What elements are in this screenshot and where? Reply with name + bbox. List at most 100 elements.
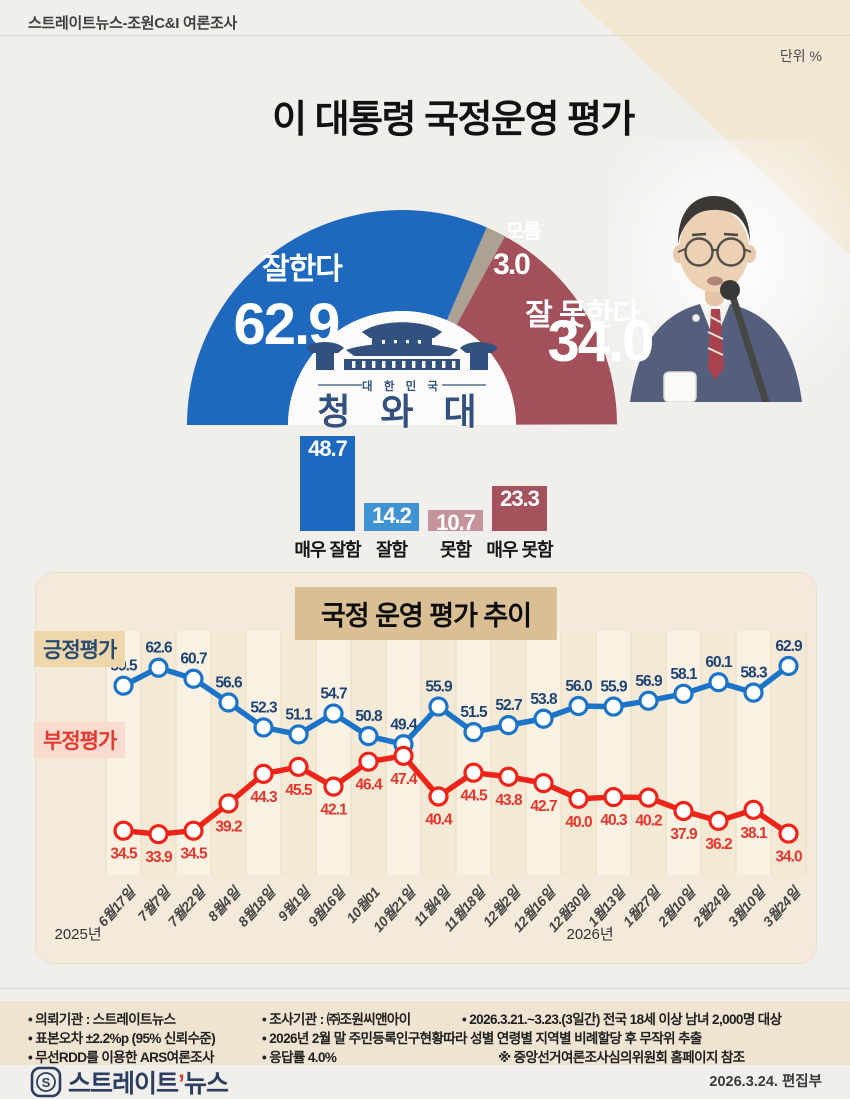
bar-category-label: 잘함 bbox=[375, 539, 408, 560]
bar: 10.7 bbox=[428, 510, 483, 536]
bar: 14.2 bbox=[364, 503, 419, 531]
slice-label: 모름 bbox=[506, 220, 541, 243]
grid-stripe bbox=[526, 631, 561, 875]
data-point bbox=[778, 823, 799, 844]
slice-value: 3.0 bbox=[493, 248, 530, 281]
data-point bbox=[498, 766, 519, 787]
data-point-label: 42.7 bbox=[530, 798, 557, 815]
grid-stripe bbox=[491, 631, 526, 875]
data-point bbox=[638, 787, 659, 808]
data-point-label: 44.5 bbox=[460, 788, 488, 805]
survey-note: • 조사기관 : ㈜조원씨앤아이 bbox=[262, 1012, 411, 1027]
survey-notes-band: • 의뢰기관 : 스트레이트뉴스 • 조사기관 : ㈜조원씨앤아이 • 2026.3… bbox=[0, 1001, 850, 1065]
data-point-label: 53.8 bbox=[530, 691, 558, 708]
bar-category-label: 매우 못함 bbox=[486, 539, 553, 560]
approval-bar-chart: 48.7 매우 잘함 14.2 잘함 10.7 못함 23.3 매우 못함 bbox=[294, 436, 554, 562]
header-divider bbox=[0, 35, 850, 36]
data-point-label: 56.0 bbox=[565, 678, 592, 695]
slice-label: 잘한다 bbox=[262, 253, 343, 286]
data-point bbox=[323, 703, 344, 724]
glasses bbox=[684, 237, 714, 267]
data-point bbox=[253, 717, 274, 738]
grid-stripe bbox=[736, 631, 771, 875]
grid-stripe bbox=[281, 631, 316, 875]
svg-text:S: S bbox=[42, 1075, 51, 1090]
data-point-label: 60.1 bbox=[705, 654, 733, 671]
straightnews-logo: S 스트레이트’뉴스 bbox=[30, 1064, 229, 1099]
data-point bbox=[148, 657, 169, 678]
data-point-label: 52.7 bbox=[495, 697, 522, 714]
bar-value: 10.7 bbox=[436, 510, 476, 536]
year-label: 2026년 bbox=[567, 926, 614, 943]
data-point-label: 56.9 bbox=[635, 673, 663, 690]
x-axis-label: 3월24일 bbox=[760, 882, 805, 929]
hair bbox=[678, 196, 750, 244]
data-point-label: 37.9 bbox=[670, 826, 698, 843]
data-point bbox=[673, 800, 694, 822]
data-point-label: 42.1 bbox=[320, 802, 348, 819]
x-axis-label: 2월10일 bbox=[654, 882, 700, 930]
trend-line-chart: 59.562.660.756.652.351.154.750.849.455.9… bbox=[55, 631, 807, 943]
data-point bbox=[288, 756, 309, 777]
data-point-label: 38.1 bbox=[740, 825, 768, 842]
data-point bbox=[218, 793, 239, 814]
slice-label: 잘 못한다 bbox=[525, 299, 640, 332]
data-point-label: 51.5 bbox=[460, 704, 488, 721]
data-point bbox=[463, 722, 484, 743]
cheongwadae-logo: 대 한 민 국청 와 대 bbox=[306, 322, 498, 432]
grid-stripe bbox=[596, 631, 631, 875]
survey-note: • 응답률 4.0% bbox=[262, 1050, 337, 1065]
donut-slice bbox=[187, 210, 487, 425]
data-point bbox=[113, 820, 134, 841]
page-title: 이 대통령 국정운영 평가 bbox=[272, 99, 635, 141]
data-point-label: 51.1 bbox=[285, 706, 313, 723]
logo-country-label: 대 한 민 국 bbox=[362, 379, 442, 393]
data-point bbox=[288, 724, 309, 745]
footer-divider bbox=[0, 988, 850, 989]
data-point bbox=[498, 715, 519, 736]
survey-note: • 표본오차 ±2.2%p (95% 신뢰수준) bbox=[28, 1031, 216, 1046]
grid-stripe bbox=[246, 631, 281, 875]
unit-label: 단위 % bbox=[779, 48, 822, 64]
data-point bbox=[568, 788, 589, 809]
data-point bbox=[113, 675, 134, 696]
straightnews-logo-icon: S bbox=[30, 1066, 62, 1098]
data-point-label: 44.3 bbox=[250, 789, 278, 806]
data-point-label: 46.4 bbox=[355, 777, 383, 794]
data-point-label: 40.3 bbox=[600, 812, 628, 829]
x-axis-label: 9월16일 bbox=[305, 882, 350, 929]
logo-wordmark: 스트레이트’뉴스 bbox=[68, 1070, 229, 1098]
data-point-label: 34.5 bbox=[110, 846, 138, 863]
trend-title: 국정 운영 평가 추이 bbox=[294, 587, 558, 640]
data-point bbox=[743, 799, 764, 820]
grid-stripe bbox=[631, 631, 666, 875]
data-point-label: 62.6 bbox=[145, 640, 173, 657]
data-point bbox=[393, 745, 414, 766]
data-point bbox=[638, 690, 659, 711]
data-point bbox=[253, 763, 274, 784]
data-point-label: 40.0 bbox=[565, 814, 592, 831]
bar-category-label: 매우 잘함 bbox=[294, 539, 361, 560]
bar-column: 14.2 잘함 bbox=[364, 503, 419, 562]
bar: 48.7 bbox=[300, 436, 355, 531]
data-point-label: 34.0 bbox=[775, 849, 802, 866]
data-point-label: 50.8 bbox=[355, 708, 383, 725]
data-point bbox=[428, 696, 449, 717]
data-point bbox=[673, 683, 694, 704]
data-point bbox=[603, 696, 624, 717]
data-point bbox=[358, 751, 379, 772]
x-axis-label: 2월24일 bbox=[689, 882, 735, 930]
data-point bbox=[603, 786, 624, 808]
data-point bbox=[183, 820, 204, 841]
data-point-label: 40.2 bbox=[635, 813, 662, 830]
data-point-label: 47.4 bbox=[390, 771, 418, 788]
data-point-label: 58.1 bbox=[670, 666, 698, 683]
header-source-label: 스트레이트뉴스-조원C&I 여론조사 bbox=[28, 15, 237, 32]
microphone-icon bbox=[728, 290, 770, 402]
bar-column: 10.7 못함 bbox=[428, 510, 483, 562]
data-point bbox=[463, 762, 484, 783]
data-point bbox=[533, 708, 554, 729]
survey-note: • 2026년 2월 말 주민등록인구현황따라 성별 연령별 지역별 비례할당 … bbox=[262, 1031, 702, 1046]
